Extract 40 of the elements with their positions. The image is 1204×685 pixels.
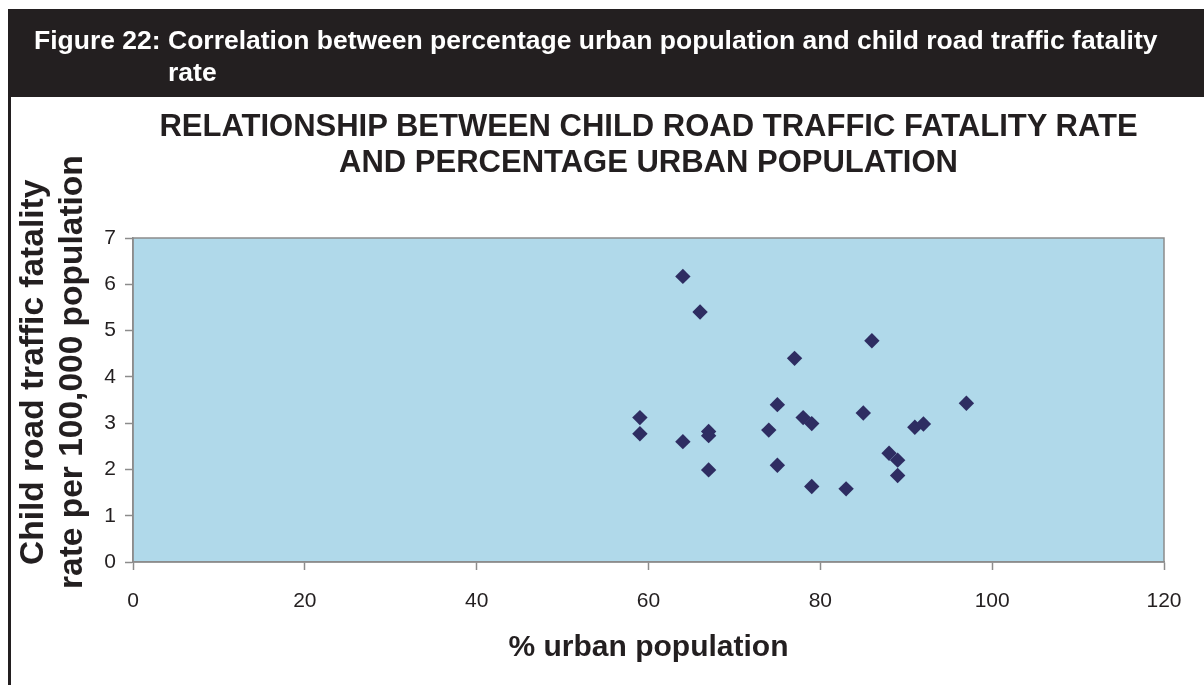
point bbox=[786, 350, 803, 367]
y-axis-title: Child road traffic fatality rate per 100,000 population bbox=[13, 155, 89, 590]
point bbox=[958, 395, 975, 411]
point bbox=[881, 445, 897, 461]
point bbox=[804, 415, 820, 432]
y-tick-label: 5 bbox=[104, 317, 116, 341]
point bbox=[769, 396, 786, 413]
x-tick-label: 120 bbox=[1146, 588, 1182, 612]
x-tick-label: 100 bbox=[974, 588, 1010, 612]
point bbox=[700, 462, 717, 478]
point bbox=[804, 478, 820, 495]
point bbox=[915, 416, 932, 432]
point bbox=[795, 409, 811, 426]
chart-subtitle: RELATIONSHIP BETWEEN CHILD ROAD TRAFFIC FATALITY RATE AND PERCENTAGE URBAN POPULATION bbox=[159, 108, 1138, 179]
point bbox=[889, 467, 906, 484]
point bbox=[864, 333, 880, 349]
point bbox=[675, 433, 691, 450]
point bbox=[769, 457, 786, 473]
point bbox=[675, 268, 691, 285]
point bbox=[632, 426, 648, 442]
y-tick-label: 3 bbox=[104, 409, 116, 433]
point bbox=[838, 481, 854, 497]
point bbox=[632, 409, 648, 426]
x-tick-label: 40 bbox=[464, 588, 489, 612]
point bbox=[855, 405, 871, 421]
y-tick-label: 7 bbox=[104, 224, 116, 248]
point bbox=[761, 422, 777, 438]
x-tick-label: 0 bbox=[127, 588, 139, 612]
y-tick-label: 6 bbox=[104, 271, 116, 295]
y-tick-label: 4 bbox=[104, 363, 117, 387]
chart-title: Figure 22: Correlation between percentage urban population and child road traffic fatality rate bbox=[34, 25, 1158, 87]
y-tick-label: 1 bbox=[104, 502, 116, 526]
point bbox=[692, 304, 708, 320]
x-tick-label: 20 bbox=[293, 588, 317, 612]
y-tick-label: 0 bbox=[104, 548, 116, 572]
x-axis-title: % urban population bbox=[508, 629, 789, 663]
x-tick-label: 80 bbox=[808, 588, 833, 612]
x-tick-label: 60 bbox=[636, 588, 661, 612]
point bbox=[889, 452, 906, 468]
y-tick-label: 2 bbox=[104, 456, 116, 480]
